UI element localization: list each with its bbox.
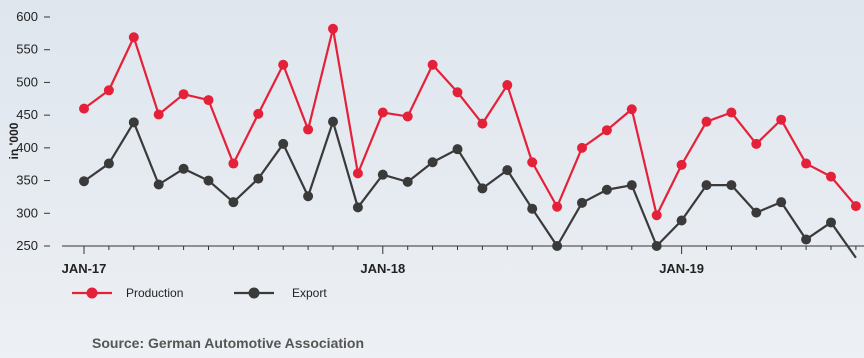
data-point-production: [203, 95, 214, 106]
y-tick-label: 300: [16, 205, 38, 220]
data-point-export: [626, 180, 637, 191]
data-point-export: [303, 191, 314, 202]
data-point-production: [303, 124, 314, 135]
data-point-production: [826, 171, 836, 182]
data-point-export: [427, 157, 438, 168]
data-point-production: [477, 118, 488, 129]
data-point-production: [153, 109, 164, 120]
data-point-production: [502, 80, 513, 91]
y-tick-label: 450: [16, 107, 38, 122]
data-point-production: [278, 59, 289, 70]
data-point-export: [527, 203, 538, 214]
y-axis-label: in '000: [7, 122, 21, 159]
legend: Production Export: [72, 286, 327, 300]
data-point-export: [402, 176, 413, 187]
legend-label-production: Production: [126, 286, 183, 300]
legend-label-export: Export: [292, 286, 327, 300]
data-point-export: [676, 215, 687, 226]
y-axis-ticks: 250 300 350 400 450 500 550 600: [16, 9, 50, 253]
data-point-export: [328, 116, 338, 127]
data-point-production: [178, 89, 189, 100]
data-point-export: [776, 197, 787, 208]
data-point-production: [651, 210, 662, 221]
data-point-export: [278, 138, 289, 149]
data-point-export: [502, 165, 513, 176]
source-note: Source: German Automotive Association: [92, 335, 365, 351]
data-point-production: [726, 107, 737, 118]
data-point-production: [228, 158, 239, 169]
legend-marker-production: [86, 287, 98, 299]
data-point-production: [377, 107, 388, 118]
data-point-production: [128, 32, 139, 43]
x-tick-label: JAN-17: [62, 261, 107, 276]
series-line-export: [83, 120, 857, 259]
data-point-export: [651, 241, 662, 251]
x-tick-label: JAN-18: [360, 261, 405, 276]
x-tick-label: JAN-19: [659, 261, 704, 276]
legend-marker-export: [248, 287, 260, 299]
data-point-production: [328, 23, 338, 34]
data-point-export: [79, 176, 89, 187]
data-point-export: [577, 197, 587, 208]
y-tick-label: 500: [16, 74, 38, 89]
data-point-export: [701, 180, 712, 191]
x-axis-ticks: JAN-17 JAN-18 JAN-19: [62, 246, 857, 276]
data-point-export: [253, 173, 264, 184]
data-point-production: [79, 103, 89, 114]
data-point-production: [801, 158, 812, 169]
data-point-export: [452, 144, 463, 155]
data-point-export: [128, 117, 139, 128]
data-point-export: [601, 184, 612, 195]
data-point-production: [601, 125, 612, 136]
data-point-export: [153, 179, 164, 190]
data-point-production: [577, 142, 587, 153]
data-point-export: [826, 217, 836, 228]
data-point-production: [527, 157, 538, 168]
data-point-production: [103, 85, 114, 96]
y-tick-label: 550: [16, 42, 38, 57]
data-point-export: [726, 180, 737, 191]
y-tick-label: 400: [16, 140, 38, 155]
y-tick-label: 250: [16, 238, 38, 253]
data-point-export: [178, 163, 189, 174]
data-point-production: [701, 116, 712, 127]
series-layer: [79, 23, 861, 259]
data-point-export: [377, 169, 388, 180]
data-point-export: [228, 197, 239, 208]
data-point-production: [402, 111, 413, 122]
y-tick-label: 350: [16, 173, 38, 188]
data-point-export: [203, 175, 214, 186]
data-point-production: [751, 138, 762, 149]
data-point-export: [352, 202, 363, 213]
data-point-production: [452, 87, 463, 98]
data-point-production: [352, 168, 363, 179]
y-tick-label: 600: [16, 9, 38, 24]
legend-item-export: Export: [234, 286, 327, 300]
data-point-export: [552, 241, 563, 251]
data-point-production: [676, 159, 687, 170]
legend-item-production: Production: [72, 286, 183, 300]
data-point-export: [477, 183, 488, 194]
data-point-production: [626, 104, 637, 115]
data-point-export: [751, 207, 762, 218]
data-point-production: [776, 114, 787, 125]
data-point-production: [552, 201, 563, 212]
data-point-export: [801, 234, 812, 245]
data-point-production: [850, 201, 861, 212]
data-point-export: [103, 158, 114, 169]
data-point-production: [253, 108, 264, 119]
data-point-production: [427, 59, 438, 70]
series-line-production: [83, 27, 857, 217]
